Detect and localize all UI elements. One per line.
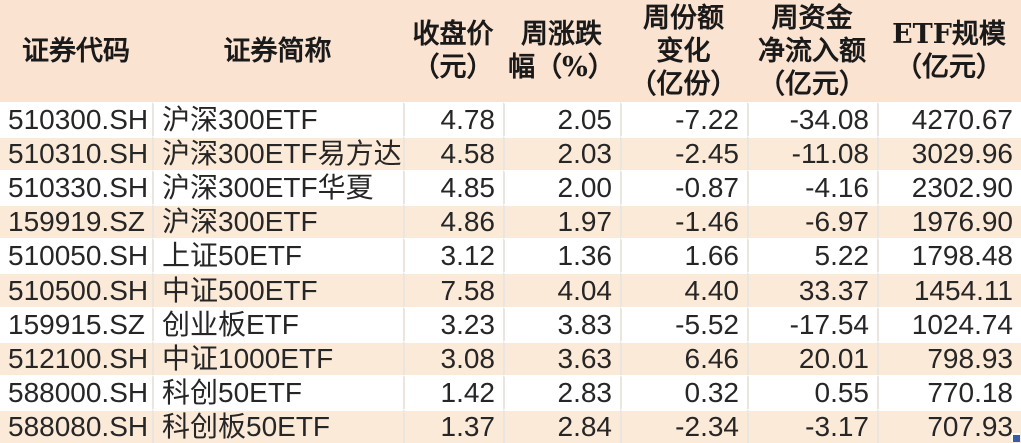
cell-weekly-change[interactable]: 3.63: [503, 340, 620, 375]
table-row: 159915.SZ 创业板ETF 3.23 3.83 -5.52 -17.54 …: [0, 306, 1021, 341]
cell-net-inflow[interactable]: 20.01: [747, 340, 877, 375]
cell-close-price[interactable]: 3.12: [403, 238, 503, 273]
header-code: 证券代码: [22, 35, 130, 67]
header-net-inflow: 周资金 净流入额 （亿元）: [758, 2, 866, 100]
cell-etf-scale[interactable]: 2302.90: [877, 170, 1021, 205]
cell-code[interactable]: 510300.SH: [0, 102, 152, 136]
cell-code[interactable]: 510050.SH: [0, 238, 152, 272]
cell-share-change[interactable]: 6.46: [620, 340, 747, 375]
cell-close-price[interactable]: 3.08: [403, 340, 503, 375]
cell-close-price[interactable]: 3.23: [403, 306, 503, 341]
table-row: 159919.SZ 沪深300ETF 4.86 1.97 -1.46 -6.97…: [0, 204, 1021, 239]
cell-close-price[interactable]: 4.85: [403, 170, 503, 205]
cell-weekly-change[interactable]: 2.03: [503, 136, 620, 171]
cell-name[interactable]: 中证1000ETF: [152, 340, 403, 375]
cell-name[interactable]: 中证500ETF: [152, 272, 403, 307]
cell-close-price[interactable]: 1.42: [403, 374, 503, 409]
header-share-change: 周份额 变化 （亿份）: [629, 2, 738, 100]
cell-share-change[interactable]: -5.52: [620, 306, 747, 341]
table-row: 510330.SH 沪深300ETF华夏 4.85 2.00 -0.87 -4.…: [0, 170, 1021, 205]
table-row: 510310.SH 沪深300ETF易方达 4.58 2.03 -2.45 -1…: [0, 136, 1021, 171]
cell-code[interactable]: 159919.SZ: [0, 204, 152, 238]
cell-share-change[interactable]: -7.22: [620, 102, 747, 137]
cell-net-inflow[interactable]: 5.22: [747, 238, 877, 273]
cell-name[interactable]: 沪深300ETF易方达: [152, 136, 403, 171]
cell-weekly-change[interactable]: 4.04: [503, 272, 620, 307]
cell-share-change[interactable]: -0.87: [620, 170, 747, 205]
selection-fill-handle[interactable]: [1011, 433, 1020, 442]
table-row: 510500.SH 中证500ETF 7.58 4.04 4.40 33.37 …: [0, 272, 1021, 307]
cell-etf-scale[interactable]: 770.18: [877, 374, 1021, 409]
cell-close-price[interactable]: 4.58: [403, 136, 503, 171]
cell-name[interactable]: 沪深300ETF华夏: [152, 170, 403, 205]
cell-net-inflow[interactable]: -3.17: [747, 408, 877, 443]
cell-etf-scale[interactable]: 1976.90: [877, 204, 1021, 239]
table-row: 510050.SH 上证50ETF 3.12 1.36 1.66 5.22 17…: [0, 238, 1021, 273]
cell-code[interactable]: 588000.SH: [0, 374, 152, 409]
cell-code[interactable]: 510330.SH: [0, 170, 152, 204]
cell-code[interactable]: 510500.SH: [0, 272, 152, 306]
header-etf-scale: ETF规模 （亿元）: [892, 19, 1006, 83]
cell-weekly-change[interactable]: 3.83: [503, 306, 620, 341]
header-name: 证券简称: [223, 35, 332, 67]
header-weekly-change: 周涨跌 幅（%）: [508, 19, 615, 83]
cell-net-inflow[interactable]: -4.16: [747, 170, 877, 205]
table-body: 510300.SH 沪深300ETF 4.78 2.05 -7.22 -34.0…: [0, 102, 1021, 443]
cell-close-price[interactable]: 1.37: [403, 408, 503, 443]
cell-net-inflow[interactable]: -34.08: [747, 102, 877, 137]
cell-etf-scale[interactable]: 1798.48: [877, 238, 1021, 273]
cell-name[interactable]: 沪深300ETF: [152, 102, 403, 137]
cell-weekly-change[interactable]: 2.00: [503, 170, 620, 205]
cell-net-inflow[interactable]: -11.08: [747, 136, 877, 171]
cell-code[interactable]: 588080.SH: [0, 408, 152, 443]
cell-name[interactable]: 科创板50ETF: [152, 408, 403, 443]
cell-weekly-change[interactable]: 2.83: [503, 374, 620, 409]
cell-share-change[interactable]: -2.45: [620, 136, 747, 171]
cell-net-inflow[interactable]: -17.54: [747, 306, 877, 341]
cell-etf-scale[interactable]: 3029.96: [877, 136, 1021, 171]
cell-name[interactable]: 科创50ETF: [152, 374, 403, 409]
table-row: 588000.SH 科创50ETF 1.42 2.83 0.32 0.55 77…: [0, 374, 1021, 409]
cell-weekly-change[interactable]: 1.36: [503, 238, 620, 273]
cell-net-inflow[interactable]: 0.55: [747, 374, 877, 409]
table-row: 512100.SH 中证1000ETF 3.08 3.63 6.46 20.01…: [0, 340, 1021, 375]
cell-etf-scale[interactable]: 798.93: [877, 340, 1021, 375]
cell-weekly-change[interactable]: 1.97: [503, 204, 620, 239]
cell-etf-scale[interactable]: 1454.11: [877, 272, 1021, 307]
cell-etf-scale[interactable]: 4270.67: [877, 102, 1021, 137]
cell-code[interactable]: 512100.SH: [0, 340, 152, 375]
cell-share-change[interactable]: -2.34: [620, 408, 747, 443]
table-row: 588080.SH 科创板50ETF 1.37 2.84 -2.34 -3.17…: [0, 408, 1021, 443]
cell-net-inflow[interactable]: -6.97: [747, 204, 877, 239]
header-close-price: 收盘价 （元）: [412, 19, 494, 83]
cell-name[interactable]: 上证50ETF: [152, 238, 403, 273]
cell-etf-scale[interactable]: 707.93: [877, 408, 1021, 443]
cell-code[interactable]: 159915.SZ: [0, 306, 152, 341]
cell-share-change[interactable]: 1.66: [620, 238, 747, 273]
cell-share-change[interactable]: 4.40: [620, 272, 747, 307]
cell-share-change[interactable]: -1.46: [620, 204, 747, 239]
cell-etf-scale[interactable]: 1024.74: [877, 306, 1021, 341]
cell-weekly-change[interactable]: 2.05: [503, 102, 620, 137]
table-row: 510300.SH 沪深300ETF 4.78 2.05 -7.22 -34.0…: [0, 102, 1021, 137]
cell-name[interactable]: 沪深300ETF: [152, 204, 403, 239]
cell-net-inflow[interactable]: 33.37: [747, 272, 877, 307]
cell-close-price[interactable]: 4.86: [403, 204, 503, 239]
table-header-row: 证券代码 证券简称 收盘价 （元） 周涨跌 幅（%） 周份额 变化 （亿份） 周…: [0, 0, 1021, 102]
cell-name[interactable]: 创业板ETF: [152, 306, 403, 341]
cell-close-price[interactable]: 4.78: [403, 102, 503, 137]
cell-close-price[interactable]: 7.58: [403, 272, 503, 307]
cell-share-change[interactable]: 0.32: [620, 374, 747, 409]
cell-code[interactable]: 510310.SH: [0, 136, 152, 170]
cell-weekly-change[interactable]: 2.84: [503, 408, 620, 443]
